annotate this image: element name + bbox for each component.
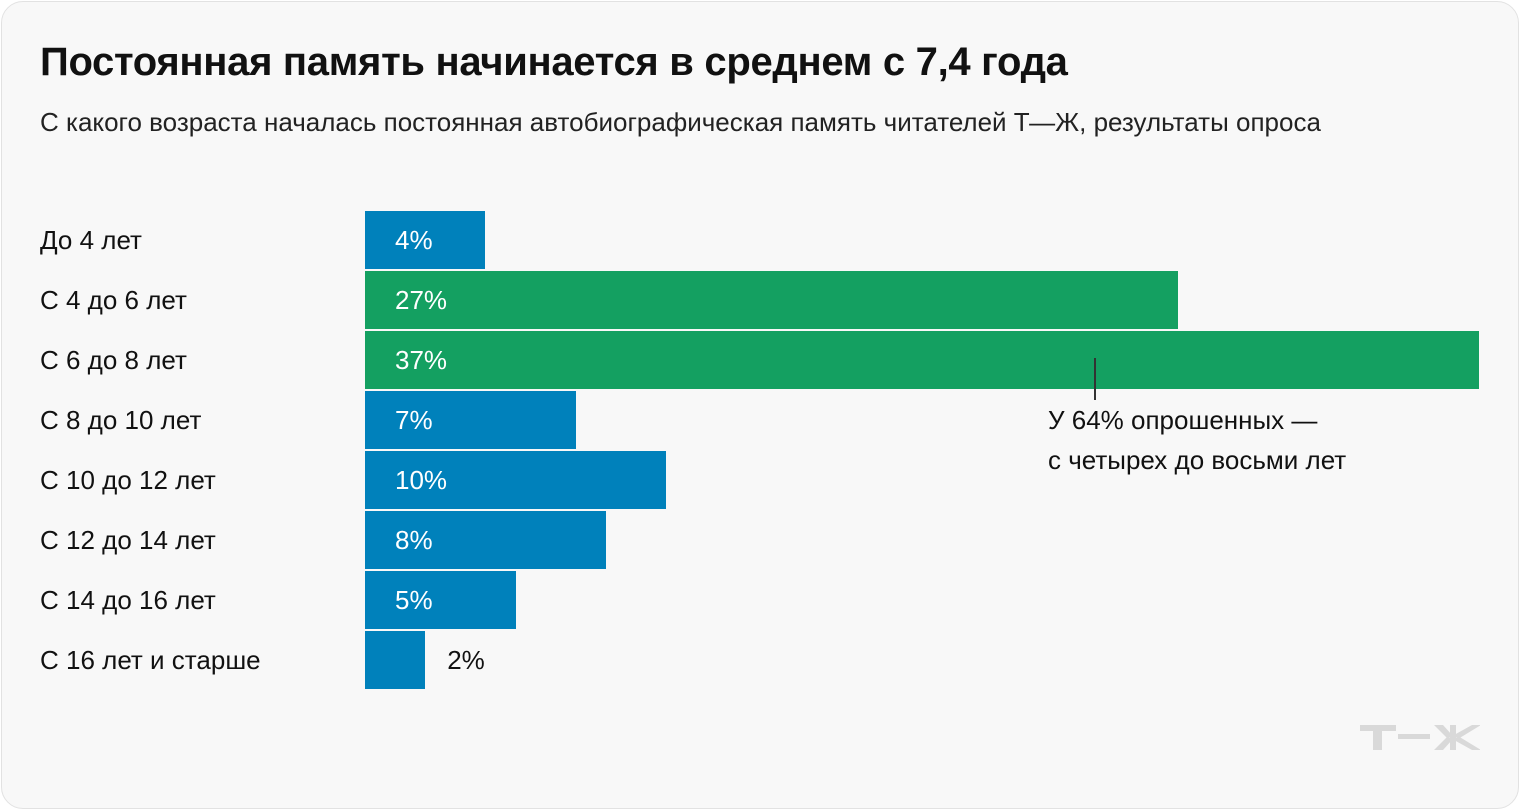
- bar: [365, 451, 667, 509]
- bar: [365, 391, 576, 449]
- bar: [365, 331, 1479, 389]
- annotation: У 64% опрошенных — с четырех до восьми л…: [1048, 400, 1346, 480]
- chart-title: Постоянная память начинается в среднем с…: [40, 40, 1068, 84]
- bar: [365, 271, 1178, 329]
- category-label: С 10 до 12 лет: [40, 465, 216, 495]
- value-label: 8%: [395, 525, 433, 555]
- value-label: 4%: [395, 225, 433, 255]
- bar: [365, 631, 426, 689]
- value-label: 37%: [395, 345, 448, 375]
- value-label: 2%: [447, 645, 485, 675]
- value-label: 10%: [395, 465, 448, 495]
- category-label: С 8 до 10 лет: [40, 405, 202, 435]
- value-label: 7%: [395, 405, 433, 435]
- category-label: С 12 до 14 лет: [40, 525, 216, 555]
- value-label: 27%: [395, 285, 448, 315]
- category-label: С 16 лет и старше: [40, 645, 261, 675]
- category-label: С 6 до 8 лет: [40, 345, 187, 375]
- bar: [365, 511, 606, 569]
- category-label: С 14 до 16 лет: [40, 585, 216, 615]
- category-label: До 4 лет: [40, 225, 142, 255]
- bar: [365, 571, 516, 629]
- value-label: 5%: [395, 585, 433, 615]
- annotation-line-1: У 64% опрошенных —: [1048, 405, 1318, 435]
- annotation-line: [1094, 358, 1096, 400]
- annotation-line-2: с четырех до восьми лет: [1048, 445, 1347, 475]
- bar: [365, 211, 486, 269]
- category-label: С 4 до 6 лет: [40, 285, 187, 315]
- tzh-logo: [1360, 725, 1480, 750]
- chart-subtitle: С какого возраста началась постоянная ав…: [40, 107, 1321, 137]
